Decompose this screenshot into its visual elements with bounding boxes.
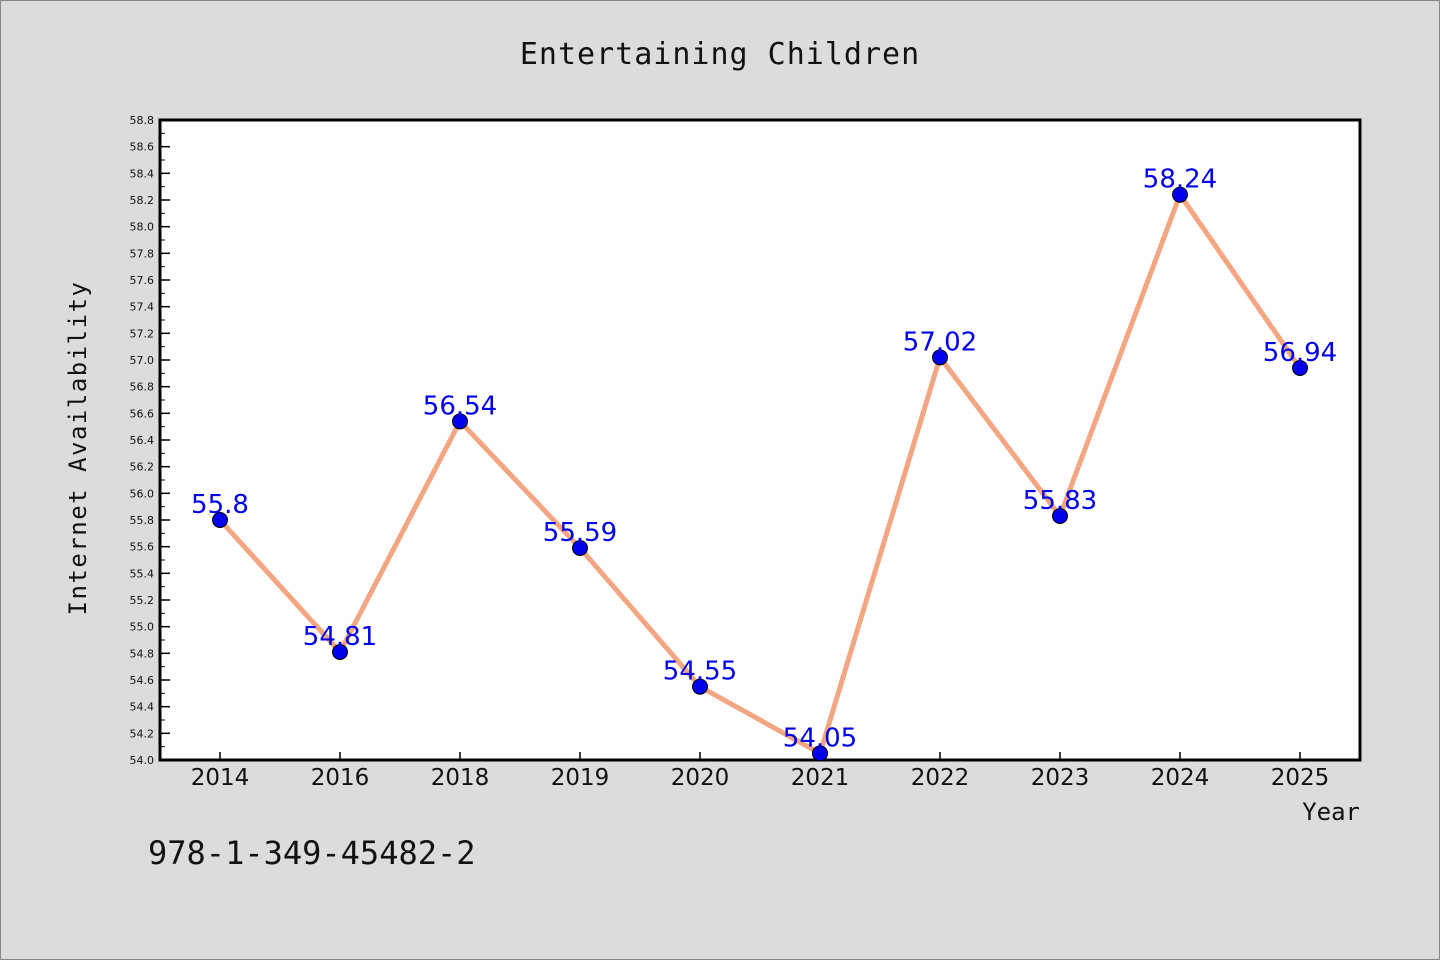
x-tick-label: 2024 <box>1151 765 1210 791</box>
data-point <box>692 678 708 695</box>
y-axis-label: Internet Availability <box>64 281 92 616</box>
x-tick-label: 2014 <box>191 765 250 791</box>
x-tick-label: 2019 <box>551 765 610 791</box>
data-label: 56.94 <box>1263 338 1337 368</box>
footer-code: 978-1-349-45482-2 <box>148 834 476 872</box>
y-tick-label: 57.2 <box>130 327 155 340</box>
chart-title: Entertaining Children <box>520 37 920 72</box>
y-tick-label: 54.0 <box>130 754 155 767</box>
data-point <box>812 745 828 762</box>
data-point <box>212 512 228 528</box>
y-tick-label: 58.2 <box>130 194 155 207</box>
x-tick-label: 2022 <box>911 765 970 791</box>
y-tick-label: 57.4 <box>130 301 155 314</box>
data-label: 55.8 <box>191 490 249 520</box>
data-label: 54.81 <box>303 622 377 652</box>
series-line <box>217 192 1303 756</box>
x-axis-ticks: 2014 2016 2018 2019 2020 2021 2022 2023 2024 2025 <box>191 752 1330 791</box>
y-tick-label: 54.4 <box>130 701 155 714</box>
data-point <box>1052 508 1068 524</box>
y-tick-label: 56.0 <box>130 487 155 500</box>
y-tick-label: 57.8 <box>130 247 155 260</box>
y-tick-label: 55.6 <box>130 541 155 554</box>
data-point <box>572 540 588 556</box>
y-tick-label: 56.2 <box>130 461 155 474</box>
y-tick-label: 56.8 <box>130 381 155 394</box>
data-label: 54.05 <box>783 723 857 753</box>
y-tick-label: 58.6 <box>130 141 155 154</box>
data-labels: 55.8 54.81 56.54 55.59 54.55 54.05 57.02 55.83 5… <box>191 165 1337 754</box>
y-tick-label: 55.2 <box>130 594 155 607</box>
data-label: 54.55 <box>663 657 737 687</box>
data-label: 55.83 <box>1023 486 1097 516</box>
data-point <box>1172 186 1188 203</box>
y-tick-label: 57.6 <box>130 274 155 287</box>
data-label: 56.54 <box>423 391 497 421</box>
y-tick-label: 54.2 <box>130 727 155 740</box>
x-tick-label: 2025 <box>1271 765 1330 791</box>
y-tick-label: 55.4 <box>130 567 155 580</box>
y-tick-label: 58.8 <box>130 114 155 127</box>
data-point <box>332 644 348 660</box>
y-tick-label: 54.6 <box>130 674 155 687</box>
x-tick-label: 2021 <box>791 765 850 791</box>
x-tick-label: 2020 <box>671 765 730 791</box>
data-label: 57.02 <box>903 327 977 357</box>
y-tick-label: 56.6 <box>130 407 155 420</box>
y-axis-ticks: 54.0 54.2 54.4 54.6 54.8 55.0 55.2 55.4 55.6 55.8… <box>130 114 170 767</box>
x-tick-label: 2018 <box>431 765 490 791</box>
plot-area <box>158 118 1362 762</box>
data-point <box>452 413 468 430</box>
x-tick-label: 2016 <box>311 765 370 791</box>
y-tick-label: 56.4 <box>130 434 155 447</box>
y-tick-label: 55.8 <box>130 514 155 527</box>
data-point <box>1292 360 1308 376</box>
y-tick-label: 54.8 <box>130 647 155 660</box>
data-label: 58.24 <box>1143 165 1217 195</box>
x-tick-label: 2023 <box>1031 765 1090 791</box>
y-tick-label: 57.0 <box>130 354 155 367</box>
y-tick-label: 58.0 <box>130 221 155 234</box>
y-tick-label: 58.4 <box>130 167 155 180</box>
data-point <box>932 349 948 366</box>
series-markers <box>212 186 1308 762</box>
y-tick-label: 55.0 <box>130 621 155 634</box>
x-axis-label: Year <box>1302 798 1360 826</box>
data-label: 55.59 <box>543 518 617 548</box>
